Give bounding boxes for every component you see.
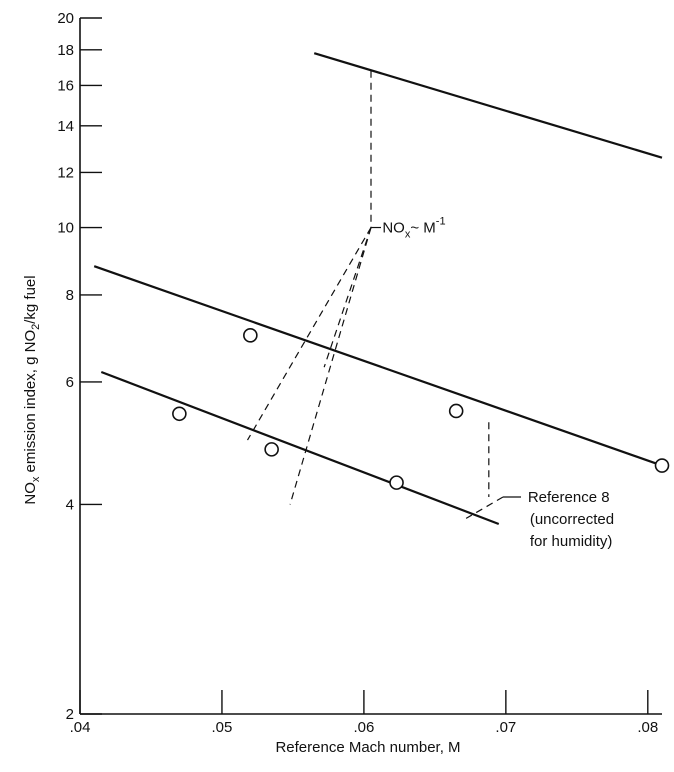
y-tick-label: 10 [57, 220, 74, 237]
reference-8-line-3: for humidity) [530, 533, 613, 550]
mach-relation-label: NOx~ M-1 [382, 216, 445, 241]
ticks: 2 4 6 8 10 12 14 16 18 20 .04 .05 .06 .07 .08 [57, 10, 658, 736]
x-tick-label: .05 [212, 719, 233, 736]
data-point [389, 475, 404, 490]
fit-line [93, 265, 663, 467]
y-tick-label: 8 [66, 287, 74, 304]
y-tick-label: 2 [66, 706, 74, 723]
series [93, 52, 663, 526]
y-axis-title: NOx emission index, g NO2/kg fuel [22, 275, 42, 504]
y-tick-label: 12 [57, 164, 74, 181]
axes [79, 18, 662, 715]
reference-8-line-1: Reference 8 [528, 489, 610, 506]
fit-line [313, 52, 663, 159]
reference-8-label: Reference 8 (uncorrected for humidity) [528, 489, 618, 550]
x-tick-label: .07 [495, 719, 516, 736]
y-tick-label: 4 [66, 496, 74, 513]
x-tick-label: .04 [70, 719, 91, 736]
x-axis-title: Reference Mach number, M [275, 739, 460, 756]
y-tick-label: 14 [57, 118, 74, 135]
x-tick-label: .06 [353, 719, 374, 736]
data-points [172, 328, 670, 490]
data-point [654, 458, 670, 473]
x-tick-label: .08 [637, 719, 658, 736]
y-tick-label: 18 [57, 42, 74, 59]
dashed-guide [246, 227, 372, 441]
y-tick-label: 20 [57, 10, 74, 27]
dashed-guide [289, 227, 372, 505]
dashed-guide [465, 496, 504, 519]
data-point [243, 328, 258, 343]
dashed-guides [246, 70, 522, 519]
data-point [172, 406, 187, 422]
y-tick-label: 6 [66, 374, 74, 391]
data-point [264, 442, 279, 457]
dashed-guide [323, 227, 372, 368]
y-tick-label: 16 [57, 77, 74, 94]
reference-8-line-2: (uncorrected [530, 511, 614, 528]
data-point [448, 403, 464, 419]
fit-line [100, 370, 500, 526]
